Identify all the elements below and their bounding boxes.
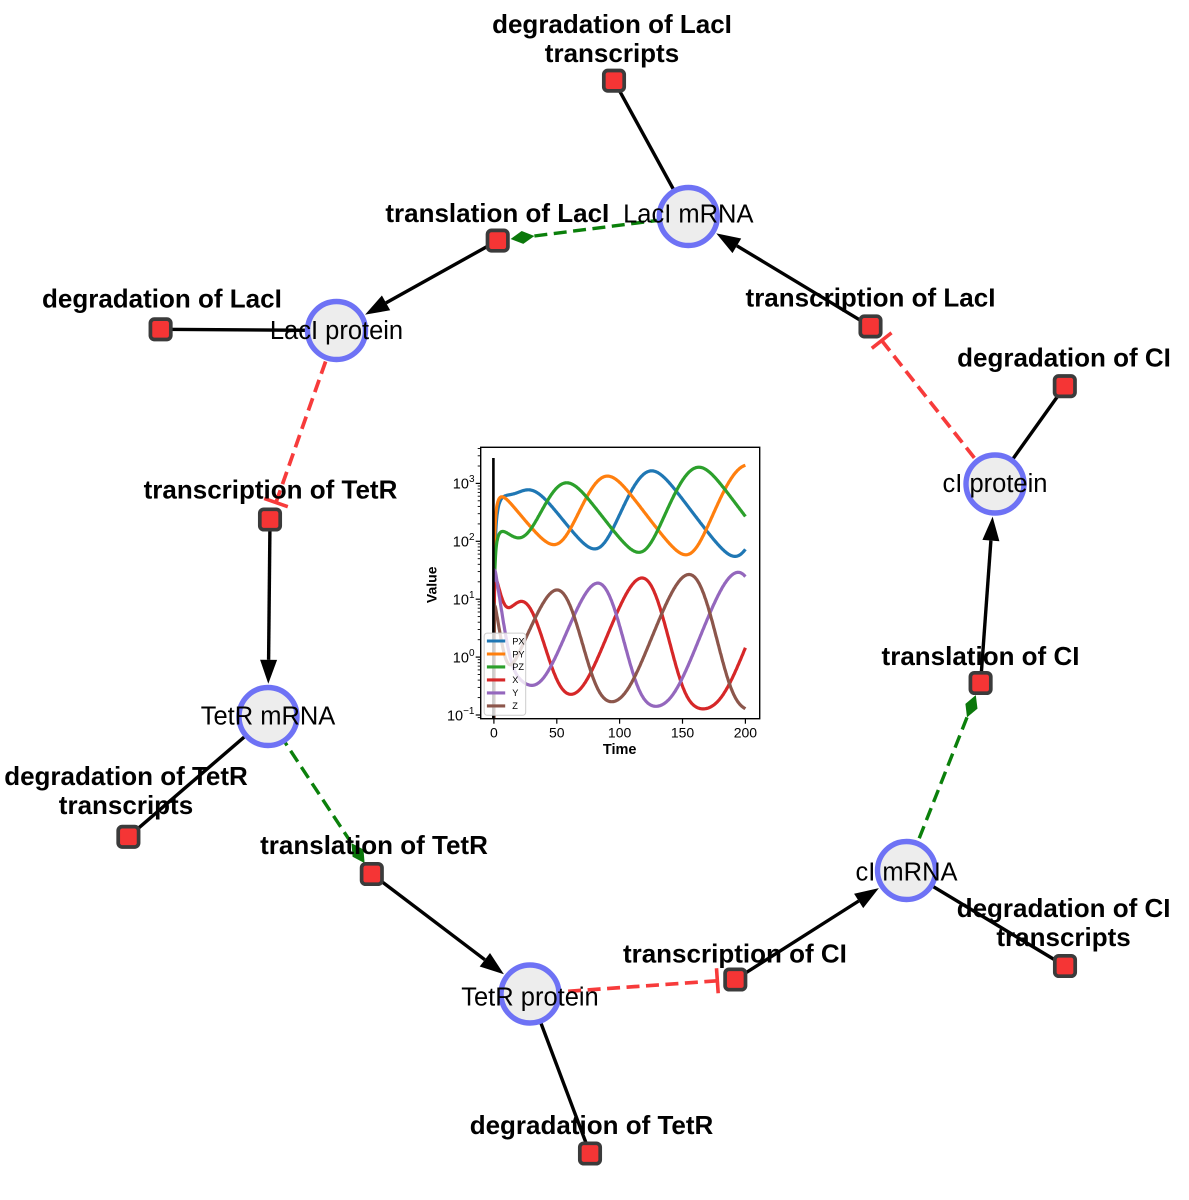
svg-text:200: 200: [734, 724, 758, 740]
svg-text:100: 100: [608, 724, 632, 740]
svg-text:transcription of TetR: transcription of TetR: [144, 475, 398, 505]
svg-text:PX: PX: [512, 636, 524, 646]
svg-text:degradation of TetR: degradation of TetR: [470, 1110, 714, 1140]
svg-text:transcription of CI: transcription of CI: [623, 939, 847, 969]
svg-text:TetR mRNA: TetR mRNA: [201, 703, 336, 731]
svg-text:cI mRNA: cI mRNA: [856, 859, 958, 887]
svg-text:PY: PY: [512, 649, 524, 659]
svg-text:degradation of TetR: degradation of TetR: [4, 761, 248, 791]
svg-text:transcripts: transcripts: [59, 790, 193, 820]
svg-text:150: 150: [671, 724, 695, 740]
svg-text:50: 50: [549, 724, 565, 740]
svg-text:TetR protein: TetR protein: [461, 984, 599, 1012]
svg-text:Y: Y: [512, 688, 518, 698]
svg-text:Time: Time: [603, 742, 637, 758]
svg-text:0: 0: [490, 724, 498, 740]
svg-text:transcripts: transcripts: [545, 38, 679, 68]
svg-text:translation of TetR: translation of TetR: [260, 830, 488, 860]
svg-text:degradation of LacI: degradation of LacI: [42, 284, 282, 314]
svg-text:X: X: [512, 675, 518, 685]
svg-text:transcripts: transcripts: [996, 922, 1130, 952]
svg-text:degradation of LacI: degradation of LacI: [492, 9, 732, 39]
svg-text:LacI mRNA: LacI mRNA: [623, 201, 753, 229]
svg-text:translation of LacI: translation of LacI: [385, 198, 609, 228]
svg-text:degradation of CI: degradation of CI: [957, 893, 1171, 923]
svg-text:translation of CI: translation of CI: [882, 641, 1080, 671]
svg-text:Value: Value: [423, 566, 439, 603]
svg-text:PZ: PZ: [512, 662, 524, 672]
svg-text:degradation of CI: degradation of CI: [957, 343, 1171, 373]
svg-text:Z: Z: [512, 701, 518, 711]
svg-text:cI protein: cI protein: [943, 470, 1048, 498]
svg-text:transcription of LacI: transcription of LacI: [746, 282, 996, 312]
svg-text:LacI protein: LacI protein: [270, 317, 403, 345]
